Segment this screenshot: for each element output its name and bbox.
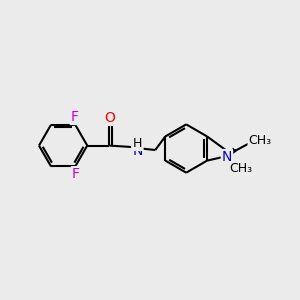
Text: N: N bbox=[222, 150, 232, 164]
Text: CH₃: CH₃ bbox=[230, 162, 253, 175]
Text: F: F bbox=[72, 167, 80, 181]
Text: N: N bbox=[132, 144, 142, 158]
Text: F: F bbox=[70, 110, 79, 124]
Text: CH₃: CH₃ bbox=[248, 134, 272, 147]
Text: O: O bbox=[104, 111, 115, 125]
Text: H: H bbox=[133, 137, 142, 150]
